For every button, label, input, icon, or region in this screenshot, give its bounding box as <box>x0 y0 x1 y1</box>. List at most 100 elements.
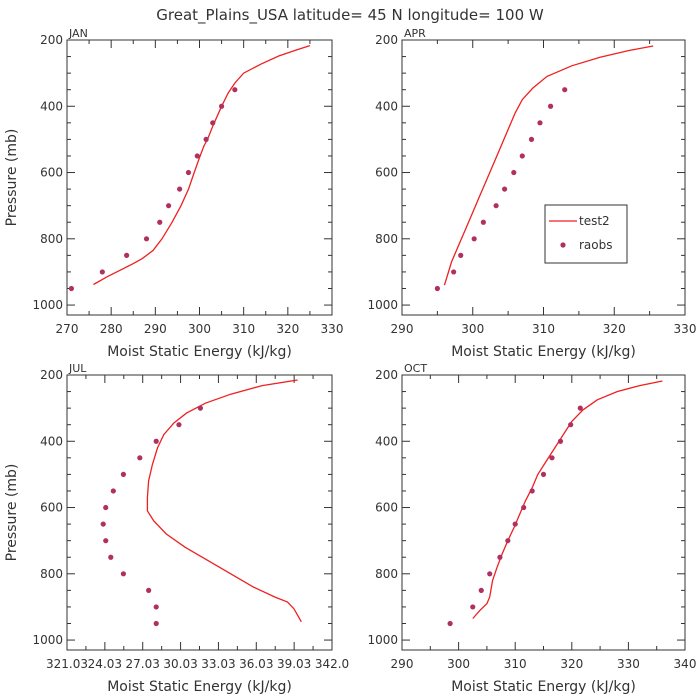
data-point-raobs <box>146 587 152 593</box>
plot-frame <box>401 374 686 651</box>
x-tick-label: 39.03 <box>277 657 311 671</box>
data-point-raobs <box>512 521 518 527</box>
y-tick-label: 800 <box>375 232 398 246</box>
data-point-raobs <box>577 405 583 411</box>
y-tick-label: 800 <box>40 567 63 581</box>
x-tick-label: 290 <box>391 657 414 671</box>
y-tick-label: 400 <box>40 434 63 448</box>
y-tick-label: 600 <box>40 166 63 180</box>
y-tick-label: 800 <box>40 232 63 246</box>
y-tick-label: 1000 <box>367 633 398 647</box>
y-tick-label: 1000 <box>32 633 63 647</box>
data-point-raobs <box>568 422 574 428</box>
panel-apr: 290 300 310 320 330 200 400 600 800 1000 APR Moist … <box>367 27 696 360</box>
data-point-raobs <box>511 169 517 176</box>
data-point-raobs <box>177 186 183 192</box>
data-point-raobs <box>470 604 476 610</box>
data-point-raobs <box>137 455 143 461</box>
y-tick-label: 200 <box>40 33 63 47</box>
data-point-raobs <box>68 285 75 292</box>
y-tick-label: 800 <box>375 567 398 581</box>
x-axis-label: Moist Static Energy (kJ/kg) <box>107 344 292 360</box>
data-point-raobs <box>458 252 464 258</box>
data-point-raobs <box>451 269 457 275</box>
y-tick-label: 400 <box>40 99 63 113</box>
legend-marker-swatch <box>560 242 566 248</box>
x-axis-label: Moist Static Energy (kJ/kg) <box>451 344 636 360</box>
legend-entry-test2: test2 <box>579 214 610 228</box>
data-point-raobs <box>103 504 109 511</box>
data-point-raobs <box>540 471 547 477</box>
x-tick-label: 290 <box>144 322 167 336</box>
panel-jul: 321.03 24.03 27.03 30.03 33.03 36.03 39.03 342.… <box>4 362 349 695</box>
data-point-raobs <box>157 219 163 225</box>
series-line-test2 <box>146 379 302 623</box>
series-line-test2 <box>472 380 663 619</box>
data-point-raobs <box>185 169 192 176</box>
data-point-raobs <box>557 438 564 444</box>
x-tick-label: 30.03 <box>163 657 197 671</box>
x-tick-label: 320 <box>560 657 583 671</box>
panel-jan: 270 280 290 300 310 320 330 200 400 600 800 1000 JAN… <box>4 27 343 360</box>
data-point-raobs <box>478 587 484 593</box>
y-tick-label: 200 <box>40 368 63 382</box>
y-tick-label: 600 <box>375 166 398 180</box>
x-tick-label: 342.0 <box>315 657 349 671</box>
data-point-raobs <box>493 203 499 209</box>
x-tick-label: 330 <box>321 322 344 336</box>
plot-frame <box>66 39 333 316</box>
data-point-raobs <box>194 153 200 159</box>
data-point-raobs <box>108 554 114 560</box>
x-tick-label: 24.03 <box>88 657 122 671</box>
data-point-raobs <box>471 236 477 242</box>
data-point-raobs <box>434 285 440 292</box>
panel-label: JAN <box>68 27 88 40</box>
data-point-raobs <box>447 620 453 627</box>
data-point-raobs <box>529 488 535 494</box>
plot-frame <box>401 39 686 316</box>
y-tick-label: 400 <box>375 99 398 113</box>
data-point-raobs <box>197 405 203 411</box>
data-layer <box>447 380 663 627</box>
series-line-test2 <box>93 44 311 286</box>
y-axis-label: Pressure (mb) <box>4 464 20 562</box>
panel-oct: 290 300 310 320 330 340 200 400 600 800 1000 OCT Moi… <box>367 362 696 695</box>
x-tick-label: 27.03 <box>126 657 160 671</box>
data-point-raobs <box>210 120 216 126</box>
x-tick-label: 310 <box>504 657 527 671</box>
x-tick-label: 280 <box>100 322 123 336</box>
y-tick-label: 600 <box>40 501 63 515</box>
data-layer <box>434 45 654 292</box>
data-point-raobs <box>99 269 105 275</box>
data-point-raobs <box>124 252 130 258</box>
data-point-raobs <box>519 153 525 159</box>
x-tick-label: 36.03 <box>239 657 273 671</box>
data-point-raobs <box>153 620 159 627</box>
data-point-raobs <box>203 136 209 142</box>
y-tick-label: 200 <box>375 33 398 47</box>
data-point-raobs <box>218 103 225 109</box>
x-tick-label: 321.03 <box>46 657 88 671</box>
panel-label: APR <box>404 27 426 40</box>
panel-label: OCT <box>404 362 427 375</box>
data-point-raobs <box>120 471 127 477</box>
data-point-raobs <box>562 87 568 93</box>
x-tick-label: 270 <box>56 322 79 336</box>
x-axis-label: Moist Static Energy (kJ/kg) <box>451 679 636 695</box>
x-tick-label: 320 <box>603 322 626 336</box>
x-tick-label: 310 <box>232 322 255 336</box>
y-tick-label: 1000 <box>32 298 63 312</box>
panel-label: JUL <box>68 362 87 375</box>
data-point-raobs <box>505 538 511 544</box>
data-point-raobs <box>103 538 109 544</box>
data-point-raobs <box>232 87 238 93</box>
data-point-raobs <box>120 571 127 577</box>
legend-box <box>544 204 628 264</box>
y-tick-label: 600 <box>375 501 398 515</box>
plot-frame <box>66 374 333 651</box>
x-tick-label: 310 <box>532 322 555 336</box>
data-point-raobs <box>497 554 503 560</box>
y-tick-label: 400 <box>375 434 398 448</box>
data-point-raobs <box>153 604 159 610</box>
